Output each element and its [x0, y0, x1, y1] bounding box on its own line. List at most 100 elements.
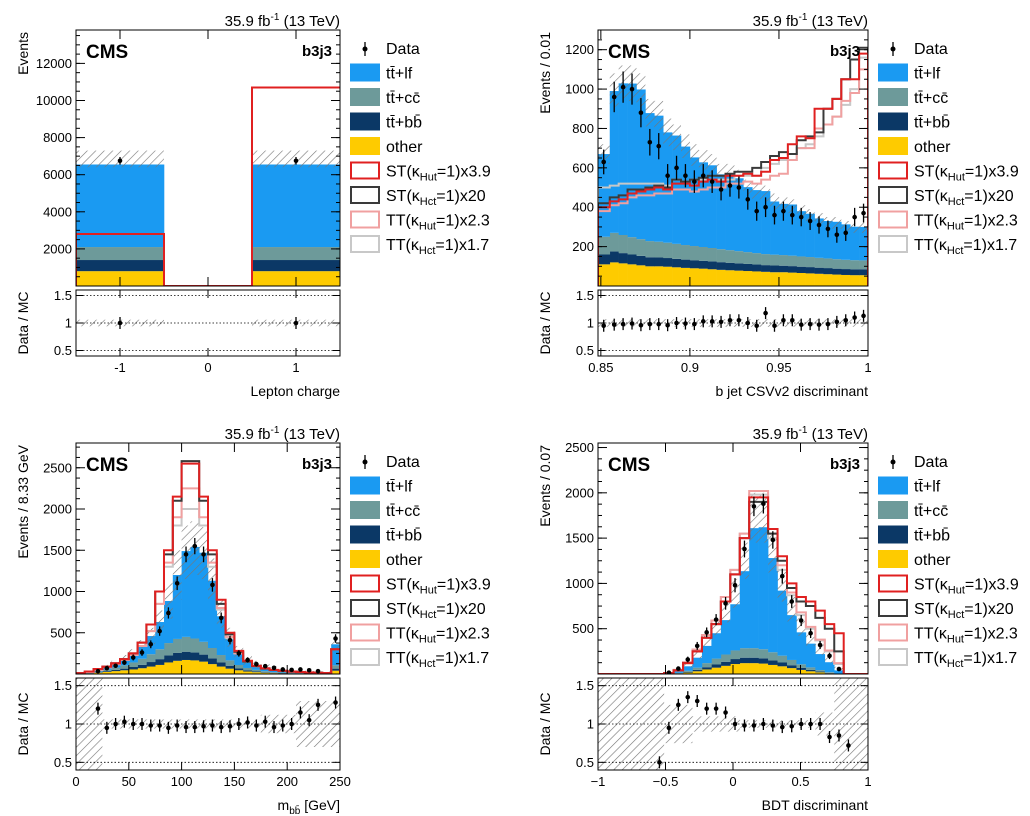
- bar-ttbb: [805, 267, 815, 274]
- uncertainty-band: [172, 550, 182, 600]
- bar-ttbb: [598, 254, 611, 265]
- bar-ttcc: [850, 260, 860, 270]
- ratio-point: [754, 323, 759, 329]
- data-point: [236, 651, 242, 656]
- data-point: [772, 212, 777, 218]
- lumi-label: 35.9 fb-1 (13 TeV): [225, 425, 340, 443]
- bar-other: [137, 668, 147, 674]
- bar-other: [796, 273, 806, 286]
- ratio-point: [139, 721, 145, 727]
- bar-other: [716, 269, 726, 286]
- legend: Data tt̄+lf tt̄+cc̄ tt̄+bb̄ other ST(κHut=1)x…: [350, 41, 491, 257]
- legend-entry-ttlf: tt̄+lf: [878, 476, 941, 496]
- ratio-point: [665, 322, 670, 328]
- legend-entry-tt_hct: TT(κHct=1)x1.7: [350, 235, 489, 257]
- xtick-label: −1: [591, 774, 606, 789]
- legend-entry-tt_hct: TT(κHct=1)x1.7: [350, 648, 489, 670]
- bar-other: [663, 266, 673, 286]
- bar-other: [225, 668, 235, 674]
- bar-ttcc: [701, 663, 712, 668]
- bar-other: [805, 671, 816, 674]
- ratio-point: [727, 317, 733, 323]
- ratio-point: [210, 723, 215, 728]
- ratio-ytick-label: 0.5: [54, 755, 72, 770]
- uncertainty-band: [832, 217, 842, 229]
- bar-ttlf: [841, 224, 851, 260]
- uncertainty-band: [796, 617, 806, 636]
- bar-ttcc: [739, 648, 750, 658]
- data-point: [779, 573, 785, 579]
- bar-ttcc: [711, 658, 722, 665]
- xtick-label: 0.5: [791, 774, 809, 789]
- data-point: [148, 642, 154, 647]
- y-axis-label: Events / 0.07: [537, 445, 553, 527]
- data-point: [201, 552, 206, 557]
- legend-label: Data: [386, 41, 420, 58]
- bar-other: [692, 671, 703, 674]
- legend-label: TT(κHut=1)x2.3: [914, 213, 1018, 233]
- data-point: [95, 668, 101, 674]
- bar-ttcc: [163, 643, 174, 656]
- ratio-ytick-label: 1: [587, 717, 594, 732]
- y-axis-label: Events: [15, 32, 31, 75]
- bar-other: [120, 670, 130, 674]
- data-point: [798, 618, 804, 623]
- ratio-point: [763, 310, 768, 316]
- data-point: [254, 661, 259, 667]
- ytick-label: 200: [572, 239, 594, 254]
- legend-entry-ttcc: tt̄+cc̄: [350, 501, 420, 520]
- bar-ttbb: [252, 260, 340, 272]
- legend-entry-tt_hut: TT(κHut=1)x2.3: [350, 210, 490, 233]
- data-point: [817, 642, 823, 648]
- bar-ttbb: [768, 660, 778, 665]
- uncertainty-band: [137, 640, 147, 649]
- ratio-point: [816, 322, 822, 327]
- xtick-label: 50: [122, 774, 136, 789]
- bar-ttbb: [234, 668, 244, 671]
- legend-entry-ttcc: tt̄+cc̄: [878, 501, 948, 520]
- bar-other: [260, 672, 270, 674]
- ratio-point: [117, 320, 123, 326]
- ratio-point: [656, 321, 662, 327]
- bar-other: [814, 273, 824, 286]
- bar-ttcc: [859, 260, 868, 270]
- y-axis-label: Events / 0.01: [537, 32, 553, 114]
- uncertainty-band: [711, 619, 721, 636]
- data-point: [825, 226, 831, 232]
- ratio-point: [122, 719, 127, 724]
- ytick-label: 1000: [565, 576, 594, 591]
- signal-st_hut: [598, 496, 868, 674]
- bar-ttcc: [269, 672, 279, 673]
- legend-label: tt̄+lf: [914, 479, 941, 496]
- data-point: [683, 173, 688, 179]
- bar-ttlf: [787, 615, 797, 660]
- ratio-point: [271, 724, 277, 730]
- data-point: [718, 187, 724, 192]
- bar-ttlf: [725, 173, 735, 251]
- legend-label: ST(κHut=1)x3.9: [914, 164, 1019, 184]
- bar-ttbb: [225, 665, 235, 669]
- bar-ttbb: [680, 259, 691, 268]
- bar-ttcc: [730, 650, 741, 660]
- ratio-point: [713, 706, 719, 711]
- ytick-label: 2000: [565, 485, 594, 500]
- data-point: [694, 643, 700, 649]
- legend-label: other: [386, 139, 423, 156]
- bar-ttlf: [689, 157, 700, 247]
- bar-ttcc: [778, 255, 789, 266]
- bar-ttbb: [805, 669, 816, 672]
- bar-ttlf: [636, 89, 646, 240]
- legend-label: TT(κHct=1)x1.7: [914, 650, 1017, 670]
- ratio-point: [95, 706, 101, 711]
- plot-area: [598, 46, 868, 286]
- legend-entry-st_hut: ST(κHut=1)x3.9: [878, 574, 1019, 597]
- ratio-axis-label: Data / MC: [15, 692, 31, 755]
- ratio-point: [723, 710, 728, 715]
- bar-ttcc: [216, 655, 226, 663]
- bar-ttbb: [120, 668, 130, 671]
- data-point: [789, 599, 795, 604]
- ratio-point: [293, 320, 299, 326]
- bar-other: [609, 262, 619, 286]
- ratio-ytick-label: 1.5: [576, 288, 594, 303]
- bar-ttbb: [672, 258, 682, 268]
